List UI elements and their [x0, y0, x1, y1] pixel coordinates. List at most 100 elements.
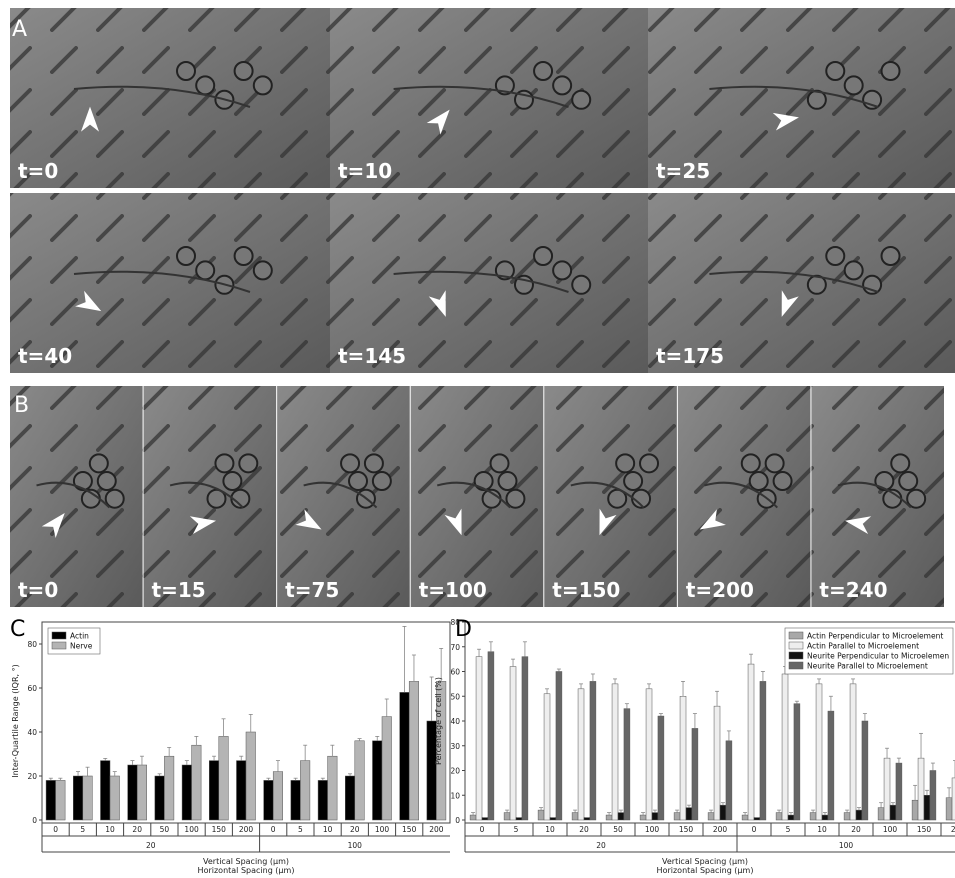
cell — [106, 490, 124, 508]
bar — [182, 765, 192, 820]
x-tick-label: 50 — [613, 825, 623, 834]
bar — [400, 692, 410, 820]
bar — [890, 805, 896, 820]
y-tick-label: 80 — [27, 640, 37, 649]
bar — [246, 732, 256, 820]
bar — [640, 815, 646, 820]
cell — [506, 490, 524, 508]
bar — [476, 657, 482, 820]
bar — [686, 808, 692, 820]
cell — [235, 247, 253, 265]
x-tick-label: 150 — [917, 825, 932, 834]
bar — [646, 689, 652, 820]
figure: t=0t=10t=25t=40t=145t=175At=0t=15t=75t=1… — [0, 0, 955, 878]
x-tick-label: 200 — [951, 825, 955, 834]
cell — [90, 454, 108, 472]
cell — [826, 247, 844, 265]
x-tick-label: 10 — [817, 825, 827, 834]
y-tick-label: 20 — [27, 772, 37, 781]
bar — [924, 795, 930, 820]
x-tick-label: 20 — [579, 825, 589, 834]
bar — [862, 721, 868, 820]
bar — [692, 728, 698, 820]
cell — [572, 91, 590, 109]
bar — [209, 761, 219, 820]
x-tick-label: 150 — [212, 825, 227, 834]
legend-swatch — [52, 632, 66, 639]
x-tick-label: 100 — [184, 825, 199, 834]
x-tick-label: 200 — [239, 825, 254, 834]
group-label: 100 — [348, 841, 363, 850]
bar — [345, 776, 355, 820]
y-axis-title: Inter-Quartile Range (IQR, °) — [11, 664, 20, 778]
bar — [110, 776, 120, 820]
cell — [196, 76, 214, 94]
frame-label: t=100 — [419, 578, 487, 602]
cell — [365, 454, 383, 472]
cell — [498, 472, 516, 490]
cell — [891, 454, 909, 472]
y-tick-label: 40 — [450, 717, 460, 726]
cell — [766, 454, 784, 472]
x-tick-label: 5 — [514, 825, 519, 834]
bar — [708, 813, 714, 820]
bar — [810, 813, 816, 820]
cell — [223, 472, 241, 490]
bar — [538, 810, 544, 820]
x-tick-label: 100 — [375, 825, 390, 834]
legend-label: Neurite Parallel to Microelement — [807, 662, 928, 671]
bar — [510, 667, 516, 820]
x-tick-label: 200 — [713, 825, 728, 834]
x-tick-label: 10 — [105, 825, 115, 834]
bar — [918, 758, 924, 820]
bar — [844, 813, 850, 820]
bar — [720, 805, 726, 820]
micrograph-texture — [277, 386, 410, 607]
x-tick-label: 20 — [132, 825, 142, 834]
x-tick-label: 0 — [480, 825, 485, 834]
x-tick-label: 100 — [645, 825, 660, 834]
cell — [640, 454, 658, 472]
bar — [100, 761, 110, 820]
frame-label: t=175 — [656, 344, 724, 368]
bar — [504, 813, 510, 820]
bar — [748, 664, 754, 820]
x-axis-title: Horizontal Spacing (µm) — [198, 866, 295, 875]
cell — [491, 454, 509, 472]
bar — [544, 694, 550, 820]
x-tick-label: 0 — [271, 825, 276, 834]
cell — [899, 472, 917, 490]
legend-label: Nerve — [70, 642, 93, 651]
bar — [828, 711, 834, 820]
x-tick-label: 5 — [80, 825, 85, 834]
cell — [624, 472, 642, 490]
bar — [372, 741, 382, 820]
frame-label: t=75 — [285, 578, 339, 602]
bar — [264, 780, 274, 820]
x-tick-label: 20 — [851, 825, 861, 834]
y-tick-label: 60 — [450, 668, 460, 677]
x-tick-label: 5 — [298, 825, 303, 834]
frame-label: t=40 — [18, 344, 72, 368]
x-axis-title: Horizontal Spacing (µm) — [657, 866, 754, 875]
bar — [652, 813, 658, 820]
bar — [56, 780, 66, 820]
legend-swatch — [789, 652, 803, 659]
y-tick-label: 60 — [27, 684, 37, 693]
legend-swatch — [52, 642, 66, 649]
legend-label: Actin Parallel to Microelement — [807, 642, 919, 651]
bar — [816, 684, 822, 820]
micrograph-texture — [678, 386, 811, 607]
x-tick-label: 200 — [429, 825, 444, 834]
bar — [470, 815, 476, 820]
bar — [930, 771, 936, 821]
cell — [774, 472, 792, 490]
cell — [235, 62, 253, 80]
bar — [572, 813, 578, 820]
y-tick-label: 0 — [32, 816, 37, 825]
y-tick-label: 30 — [450, 742, 460, 751]
bar — [355, 741, 365, 820]
bar — [822, 815, 828, 820]
legend-swatch — [789, 642, 803, 649]
bar — [46, 780, 56, 820]
